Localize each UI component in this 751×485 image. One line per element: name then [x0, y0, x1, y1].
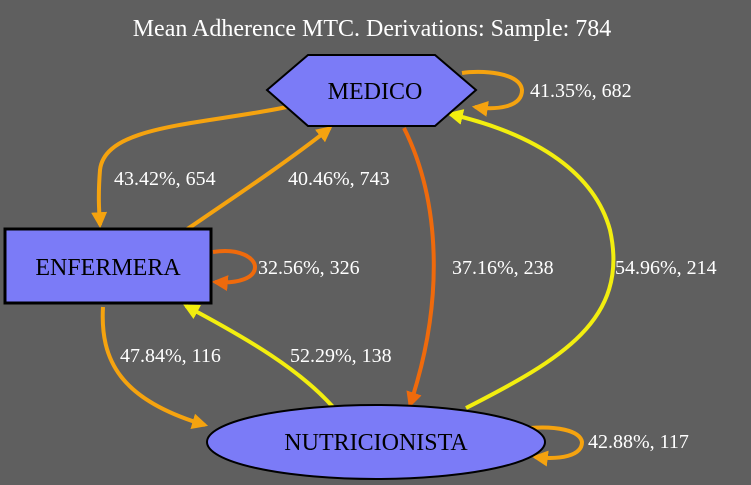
- edge-label-nutricionista-self: 42.88%, 117: [588, 431, 689, 453]
- edge-enfermera-self: [211, 249, 258, 292]
- edge-label-enfermera-self: 32.56%, 326: [258, 257, 360, 279]
- node-enfermera-label: ENFERMERA: [35, 255, 181, 281]
- edge-label-medico-nutricionista: 37.16%, 238: [452, 257, 554, 279]
- edge-medico-enfermera: [91, 105, 288, 229]
- edge-medico-nutricionista: [402, 127, 436, 409]
- node-nutricionista[interactable]: NUTRICIONISTA: [206, 404, 546, 480]
- edge-label-enfermera-nutricionista: 47.84%, 116: [120, 345, 221, 367]
- graph-title: Mean Adherence MTC. Derivations: Sample:…: [133, 16, 612, 42]
- edge-medico-self: [461, 69, 525, 117]
- edge-nutricionista-enfermera: [183, 304, 335, 409]
- edge-label-nutricionista-enfermera: 52.29%, 138: [290, 345, 392, 367]
- node-medico-label: MEDICO: [328, 79, 423, 105]
- edge-enfermera-nutricionista: [100, 306, 209, 430]
- edge-enfermera-medico: [181, 126, 333, 234]
- edge-label-medico-self: 41.35%, 682: [530, 80, 632, 102]
- node-nutricionista-label: NUTRICIONISTA: [284, 430, 468, 456]
- edge-nutricionista-self: [529, 425, 585, 467]
- edge-label-enfermera-medico: 40.46%, 743: [288, 168, 390, 190]
- node-enfermera[interactable]: ENFERMERA: [3, 227, 213, 305]
- edge-label-nutricionista-medico: 54.96%, 214: [615, 257, 717, 279]
- node-medico[interactable]: MEDICO: [265, 54, 478, 127]
- edge-nutricionista-medico: [446, 109, 616, 410]
- edge-label-medico-enfermera: 43.42%, 654: [114, 168, 216, 190]
